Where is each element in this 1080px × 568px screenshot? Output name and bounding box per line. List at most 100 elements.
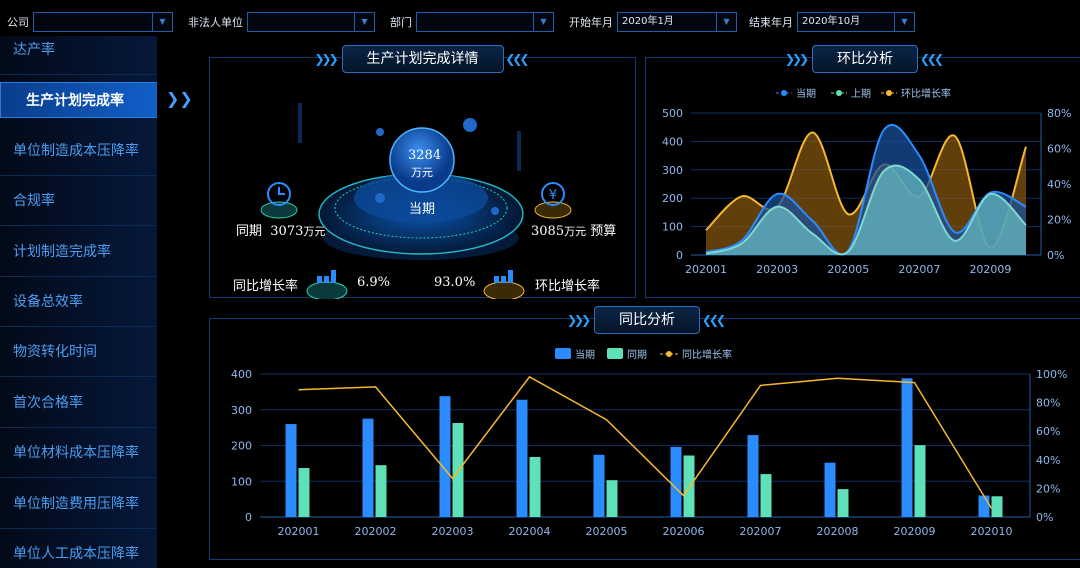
bar-current: [824, 462, 836, 517]
y-tick-label: 200: [231, 440, 252, 453]
filter-select[interactable]: 2020年10月 ▼: [797, 12, 915, 32]
y2-tick-label: 60%: [1047, 143, 1071, 156]
filter-label: 部门: [390, 16, 412, 29]
y2-tick-label: 40%: [1036, 454, 1060, 467]
y2-tick-label: 40%: [1047, 178, 1071, 191]
y2-tick-label: 60%: [1036, 425, 1060, 438]
filter-0: 公司 ▼: [7, 12, 173, 32]
legend-label: 环比增长率: [901, 87, 951, 100]
current-label: 当期: [409, 202, 436, 217]
y2-tick-label: 20%: [1036, 482, 1060, 495]
y-tick-label: 400: [662, 135, 683, 148]
sidebar-item-label: 生产计划完成率: [26, 93, 124, 109]
bar-same-period: [529, 456, 541, 517]
legend-icon: [555, 348, 571, 359]
legend-icon: [781, 90, 787, 96]
chevron-down-icon[interactable]: ▼: [716, 13, 736, 31]
sidebar-item[interactable]: 单位制造成本压降率: [0, 126, 157, 176]
current-unit: 万元: [411, 166, 433, 179]
y-tick-label: 400: [231, 368, 252, 381]
legend-label: 上期: [851, 88, 871, 100]
filter-select[interactable]: ▼: [33, 12, 173, 32]
sidebar-item[interactable]: 设备总效率: [0, 277, 157, 327]
chevron-down-icon[interactable]: ▼: [533, 13, 553, 31]
sidebar-item[interactable]: 达产率: [0, 36, 157, 75]
y-tick-label: 0: [676, 249, 683, 262]
same-period: 同期 3073万元: [236, 224, 326, 239]
sidebar-item[interactable]: 单位人工成本压降率: [0, 529, 157, 568]
y2-tick-label: 80%: [1047, 107, 1071, 120]
filter-3: 开始年月 2020年1月 ▼: [569, 12, 737, 32]
bar-same-period: [606, 480, 618, 517]
y-tick-label: 300: [231, 404, 252, 417]
x-tick-label: 202005: [827, 263, 869, 276]
sidebar-item-label: 首次合格率: [13, 394, 83, 411]
sidebar-item[interactable]: 计划制造完成率: [0, 227, 157, 277]
y-tick-label: 300: [662, 164, 683, 177]
series-line-1: [705, 164, 1027, 256]
bar-same-period: [683, 455, 695, 517]
filter-label: 非法人单位: [188, 16, 243, 29]
sidebar-item-label: 达产率: [13, 42, 55, 58]
yoy-title: 同比分析: [619, 312, 675, 328]
mom-title: 环比分析: [837, 51, 893, 67]
sidebar-item-label: 设备总效率: [13, 294, 83, 310]
mom-value: 93.0%: [434, 275, 476, 290]
yoy-rate-line: [298, 375, 993, 509]
active-chevron-icon: ❯❯: [166, 89, 193, 108]
legend-icon: [666, 351, 672, 357]
y-tick-label: 100: [231, 475, 252, 488]
bar-current: [593, 454, 605, 517]
detail-panel: ❯❯❯ 生产计划完成详情 ❮❮❮ ¥ 3284 万元 当期 同期 3073万元 30…: [209, 45, 636, 299]
filter-label: 开始年月: [569, 16, 613, 29]
yoy-label: 同比增长率: [233, 279, 299, 294]
y2-tick-label: 20%: [1047, 214, 1071, 227]
y-tick-label: 100: [662, 221, 683, 234]
sidebar-item[interactable]: 首次合格率: [0, 378, 157, 428]
sidebar-item-label: 单位材料成本压降率: [13, 445, 139, 462]
mom-panel: ❯❯❯ 环比分析 ❮❮❮ 0 100 200 300 400 500 0% 20% 40% 60% 80…: [645, 45, 1080, 298]
sidebar-item[interactable]: 单位材料成本压降率: [0, 428, 157, 479]
sidebar-item-label: 合规率: [13, 193, 55, 210]
clock-icon: [267, 182, 291, 206]
x-tick-label: 202001: [685, 263, 727, 276]
budget: 3085万元 预算: [531, 224, 617, 239]
chevron-down-icon[interactable]: ▼: [894, 13, 914, 31]
sidebar-item[interactable]: 生产计划完成率: [0, 82, 157, 118]
bar-same-period: [298, 468, 310, 517]
sidebar-item[interactable]: 合规率: [0, 176, 157, 227]
y-tick-label: 0: [245, 511, 252, 524]
current-value: 3284: [408, 148, 442, 163]
chevron-down-icon[interactable]: ▼: [354, 13, 374, 31]
x-tick-label: 202001: [278, 525, 320, 538]
legend-icon: [836, 90, 842, 96]
yoy-chart: 0 100 200 300 400 0% 20% 40% 60% 80% 100% 202001 202…: [231, 348, 1067, 538]
legend-label: 同期: [627, 349, 647, 361]
legend-label: 当期: [796, 87, 816, 100]
filter-1: 非法人单位 ▼: [188, 12, 375, 32]
x-tick-label: 202010: [971, 525, 1013, 538]
sidebar-item-label: 物资转化时间: [13, 344, 97, 361]
yoy-panel: ❯❯❯ 同比分析 ❮❮❮ 0 100 200 300 400 0% 20% 40% 60% 80% 10…: [209, 306, 1080, 560]
filter-select[interactable]: ▼: [416, 12, 554, 32]
chevron-down-icon[interactable]: ▼: [152, 13, 172, 31]
panel-title: ❯❯❯ 同比分析 ❮❮❮: [567, 306, 726, 334]
bar-chart-icon: [494, 270, 513, 283]
x-tick-label: 202003: [756, 263, 798, 276]
sidebar-item-label: 单位制造成本压降率: [13, 142, 139, 159]
sidebar-item[interactable]: 单位制造费用压降率: [0, 479, 157, 529]
bar-same-period: [760, 474, 772, 517]
filter-label: 公司: [7, 16, 29, 29]
x-tick-label: 202009: [894, 525, 936, 538]
filter-select[interactable]: ▼: [247, 12, 375, 32]
panel-title: ❯❯❯ 环比分析 ❮❮❮: [785, 45, 944, 73]
bar-same-period: [375, 465, 387, 517]
sidebar: 达产率生产计划完成率 单位制造成本压降率 合规率计划制造完成率设备总效率物资转化时间…: [0, 36, 157, 568]
x-tick-label: 202008: [817, 525, 859, 538]
series-line-0: [705, 123, 1027, 256]
filter-2: 部门 ▼: [390, 12, 554, 32]
bar-current: [901, 378, 913, 517]
filter-select[interactable]: 2020年1月 ▼: [617, 12, 737, 32]
platform-graphic: ¥: [260, 103, 572, 299]
sidebar-item[interactable]: 物资转化时间: [0, 327, 157, 378]
